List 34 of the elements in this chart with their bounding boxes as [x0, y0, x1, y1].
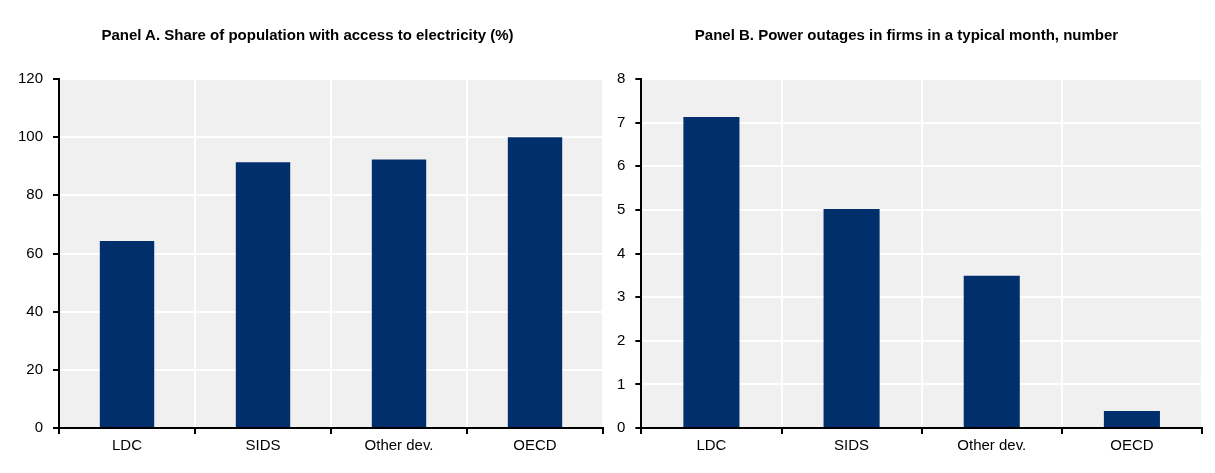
y-tick-label: 80 — [26, 185, 44, 203]
bar — [823, 209, 880, 427]
y-tick-label: 5 — [617, 200, 626, 218]
y-tick-label: 60 — [26, 243, 44, 261]
x-tick-label: Other dev. — [957, 436, 1027, 454]
x-tick-label: Other dev. — [364, 436, 434, 454]
y-tick-label: 120 — [18, 69, 44, 87]
x-tick-label: SIDS — [834, 436, 870, 454]
bar — [507, 137, 563, 427]
y-tick-label: 20 — [26, 359, 44, 377]
bar — [99, 240, 155, 427]
y-tick-label: 2 — [617, 330, 626, 348]
y-tick-label: 0 — [617, 418, 626, 436]
y-tick-label: 40 — [26, 301, 44, 319]
y-tick-label: 6 — [617, 156, 626, 174]
x-tick-label: OECD — [1110, 436, 1154, 454]
y-tick-label: 8 — [617, 69, 626, 87]
y-tick-label: 3 — [617, 287, 626, 305]
chart-title: Panel A. Share of population with access to electricity (%) — [101, 24, 514, 45]
bar — [235, 162, 291, 427]
bar — [371, 159, 427, 427]
y-tick-label: 4 — [617, 243, 626, 261]
x-tick-label: LDC — [112, 436, 143, 454]
x-tick-label: OECD — [513, 436, 557, 454]
y-tick-label: 1 — [617, 374, 626, 392]
y-tick-label: 0 — [34, 418, 44, 436]
y-tick-label: 7 — [617, 112, 626, 130]
x-tick-label: SIDS — [245, 436, 281, 454]
bar — [1103, 410, 1160, 427]
x-tick-label: LDC — [696, 436, 727, 454]
bar — [963, 275, 1020, 427]
chart-title: Panel B. Power outages in firms in a typical month, number — [694, 24, 1119, 45]
bar — [683, 116, 740, 427]
y-tick-label: 100 — [18, 127, 44, 145]
